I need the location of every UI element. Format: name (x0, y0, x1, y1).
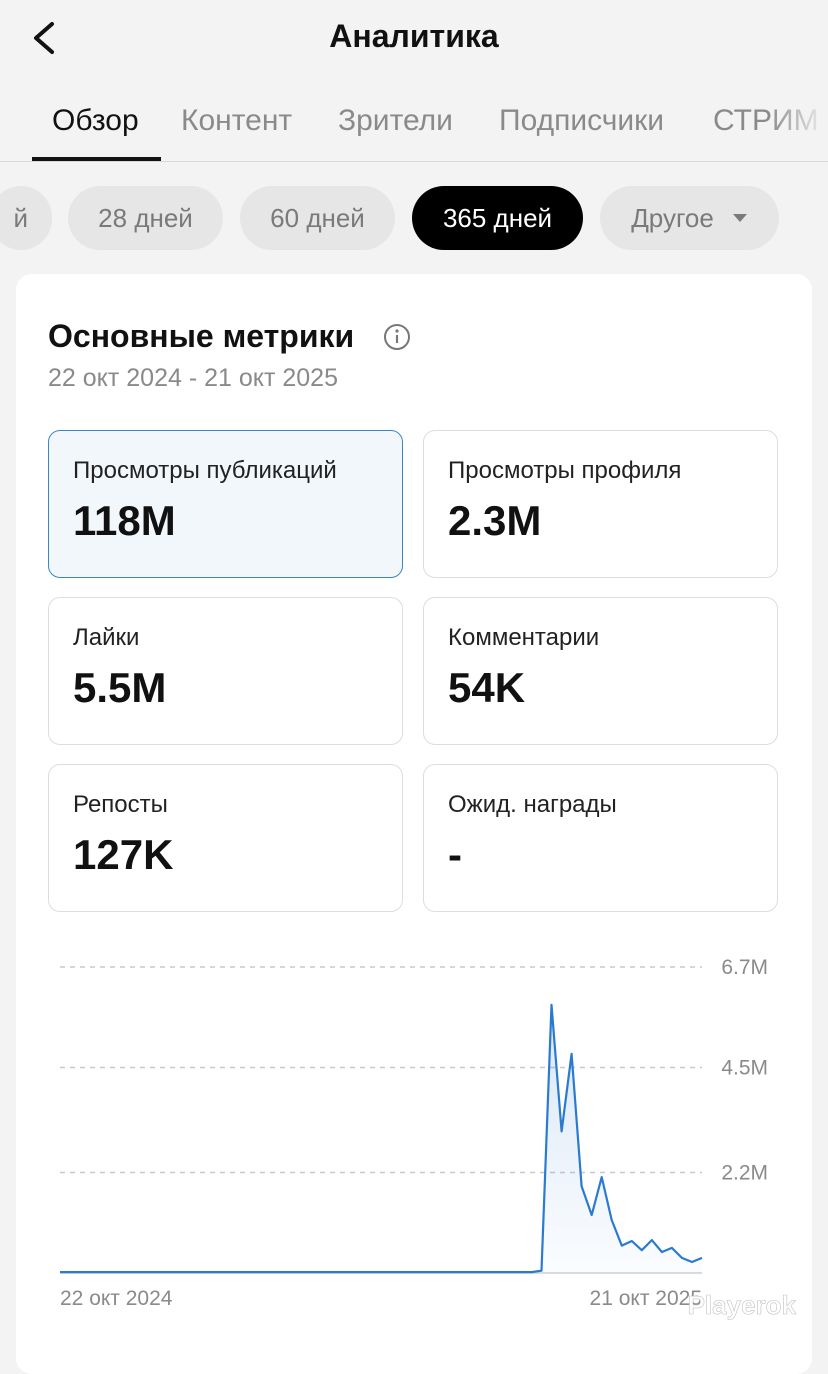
period-chip[interactable]: 365 дней (412, 186, 583, 250)
metric-value: 118M (73, 497, 176, 544)
period-chip[interactable]: й (0, 186, 52, 250)
tab-underline (32, 157, 161, 161)
line-area (60, 1004, 702, 1273)
chart: 2.2M 4.5M 6.7M 22 окт 2024 21 окт 2025Player… (60, 956, 797, 1320)
metric-label: Просмотры профиля (448, 457, 682, 484)
y-tick-label: 2.2M (721, 1162, 768, 1185)
metric-label: Комментарии (448, 624, 600, 651)
metric-value: 54K (448, 664, 526, 711)
metric-tile[interactable]: Ожид. награды - (423, 764, 778, 912)
metric-tile[interactable]: Просмотры профиля 2.3M (423, 430, 778, 578)
tab[interactable]: Подписчики (499, 104, 665, 137)
chip-label: Другое (631, 202, 714, 233)
chip-label: й (13, 202, 28, 233)
y-tick-label: 4.5M (721, 1056, 768, 1079)
period-chip[interactable]: Другое (600, 186, 779, 250)
metric-tile[interactable]: Комментарии 54K (423, 597, 778, 745)
back-button[interactable] (30, 20, 58, 56)
metric-tile[interactable]: Просмотры публикаций 118M (48, 430, 403, 578)
metric-label: Ожид. награды (448, 791, 617, 818)
watermark: Playerok (688, 1290, 797, 1320)
tab-fade (768, 95, 828, 155)
tab[interactable]: Зрители (338, 104, 453, 137)
info-icon[interactable] (383, 323, 411, 351)
metric-label: Просмотры публикаций (73, 457, 337, 484)
chip-label: 28 дней (98, 202, 193, 233)
metric-value: 5.5M (73, 664, 167, 711)
card-title: Основные метрики (48, 318, 355, 354)
chip-label: 365 дней (442, 202, 553, 233)
x-tick-label: 21 окт 2025 (590, 1287, 702, 1310)
metric-label: Лайки (73, 624, 140, 651)
x-tick-label: 22 окт 2024 (60, 1287, 173, 1310)
dropdown-arrow (732, 214, 747, 222)
line (60, 1003, 703, 1274)
metric-value: 2.3M (448, 497, 542, 544)
tab[interactable]: Обзор (52, 104, 139, 137)
date-range: 22 окт 2024 - 21 окт 2025 (48, 364, 338, 392)
divider (0, 161, 828, 162)
metric-value: - (448, 831, 462, 878)
period-chip[interactable]: 60 дней (240, 186, 395, 250)
page-title: Аналитика (329, 18, 499, 54)
tab[interactable]: Контент (181, 104, 293, 137)
metric-label: Репосты (73, 791, 168, 818)
metric-tile[interactable]: Лайки 5.5M (48, 597, 403, 745)
metric-tile[interactable]: Репосты 127K (48, 764, 403, 912)
y-tick-label: 6.7M (721, 956, 768, 979)
period-chip[interactable]: 28 дней (68, 186, 223, 250)
chip-label: 60 дней (270, 202, 365, 233)
metric-value: 127K (73, 831, 174, 878)
